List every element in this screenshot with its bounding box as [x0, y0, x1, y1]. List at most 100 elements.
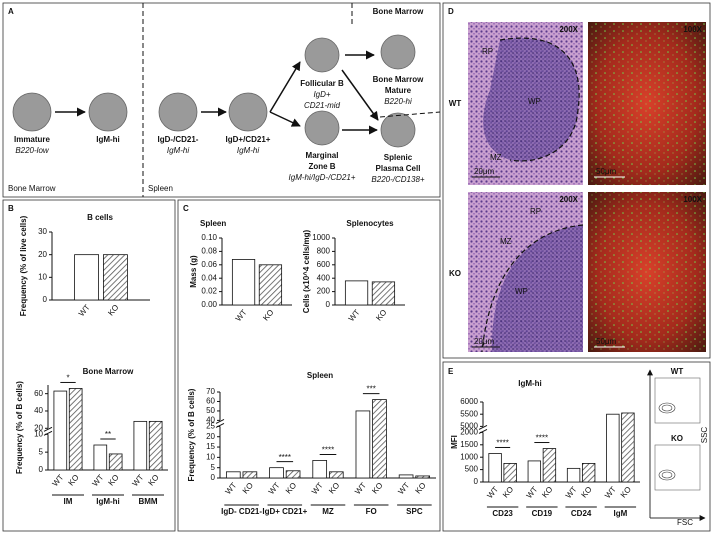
panel-letter: D [448, 7, 454, 16]
bar-label: KO [501, 485, 515, 500]
bar-label: KO [540, 485, 554, 500]
node-title: Zone B [308, 162, 335, 171]
bar-label: WT [131, 473, 146, 488]
contour [661, 471, 673, 479]
node-title: Immature [14, 135, 51, 144]
chart-title: Splenocytes [346, 219, 394, 228]
y-tick-label: 40 [206, 416, 215, 425]
region-label: RP [482, 47, 493, 56]
bar [344, 280, 369, 306]
region-label: WP [515, 287, 528, 296]
x-category-label: IgM [613, 509, 627, 518]
bar-label: WT [525, 485, 540, 500]
cell-node [304, 110, 340, 146]
bar [488, 453, 502, 483]
y-axis-label: MFI [450, 435, 459, 449]
y-tick-label: 200 [317, 287, 331, 296]
x-category-label: IM [64, 497, 73, 506]
flow-plot [654, 377, 701, 424]
y-tick-label: 2000 [460, 428, 478, 437]
cell-node [228, 92, 268, 132]
significance-label: **** [536, 434, 548, 443]
bar-label: WT [353, 481, 368, 496]
bar [542, 448, 557, 483]
scale-bar-label: 20μm [474, 167, 495, 176]
contour [661, 404, 673, 412]
bar [103, 254, 128, 301]
y-axis-label: Mass (g) [189, 255, 198, 288]
significance-label: **** [279, 453, 291, 462]
node-subtitle: IgM-hi [237, 146, 259, 155]
bar-label: KO [414, 481, 428, 496]
bar-label: KO [147, 473, 161, 488]
chart-title: B cells [87, 213, 113, 222]
cell-node [304, 37, 340, 73]
significance-label: *** [367, 385, 376, 394]
bar-label: WT [77, 303, 92, 318]
y-tick-label: 0 [39, 465, 44, 474]
cell-node [380, 112, 416, 148]
y-tick-label: 1000 [312, 233, 330, 242]
magnification: 200X [559, 25, 578, 34]
branch-arrow [269, 61, 301, 113]
node-subtitle: IgM-hi [167, 146, 189, 155]
y-tick-label: 10 [38, 272, 47, 281]
magnification: 100X [683, 195, 702, 204]
magnification: 100X [683, 25, 702, 34]
y-tick-label: 5 [39, 447, 44, 456]
bar [415, 475, 431, 479]
bar-label: WT [603, 485, 618, 500]
white-pulp [491, 225, 583, 352]
region-label: WP [528, 97, 541, 106]
bar-label: WT [396, 481, 411, 496]
y-tick-label: 10 [206, 452, 215, 461]
bar [285, 470, 301, 479]
region-label: RP [530, 207, 541, 216]
node-subtitle: B220-hi [384, 97, 412, 106]
node-title: Bone Marrow [373, 75, 424, 84]
y-tick-label: 15 [206, 442, 215, 451]
y-tick-label: 0 [211, 473, 216, 482]
node-title: Splenic [384, 153, 413, 162]
flow-title: KO [671, 434, 683, 443]
node-title: IgD-/CD21- [158, 135, 199, 144]
bar [398, 474, 414, 479]
bar [68, 388, 83, 471]
y-tick-label: 50 [206, 406, 215, 415]
node-title: Follicular B [300, 79, 344, 88]
significance-label: * [66, 374, 69, 383]
bar [312, 460, 328, 479]
bar-label: KO [107, 473, 121, 488]
y-tick-label: 800 [317, 247, 331, 256]
scale-bar-label: 20μm [474, 337, 495, 346]
scale-bar-label: 50μm [596, 337, 617, 346]
y-tick-label: 5 [211, 463, 216, 472]
bar [225, 471, 241, 479]
chart-title: Spleen [200, 219, 226, 228]
x-category-label: MZ [322, 507, 334, 516]
cell-node [12, 92, 52, 132]
node-title: IgM-hi [96, 135, 120, 144]
panel-e-frame [442, 361, 711, 532]
white-pulp [483, 38, 580, 161]
node-title: Marginal [306, 151, 339, 160]
chart-title: IgM-hi [518, 379, 542, 388]
y-tick-label: 5000 [460, 422, 478, 431]
significance-label: **** [496, 439, 508, 448]
y-tick-label: 6000 [460, 397, 478, 406]
bar [566, 467, 581, 483]
bar [148, 420, 163, 471]
node-subtitle: CD21-mid [304, 101, 341, 110]
y-axis-label: Frequency (% of live cells) [19, 215, 28, 316]
cell-node [88, 92, 128, 132]
boundary [481, 224, 584, 353]
panel-letter: E [448, 367, 454, 376]
y-tick-label: 0.06 [201, 260, 217, 269]
y-tick-label: 40 [34, 406, 43, 415]
y-tick-label: 0.02 [201, 287, 217, 296]
y-tick-label: 5500 [460, 409, 478, 418]
bar [258, 264, 283, 306]
region-label: MZ [490, 153, 502, 162]
y-axis-label: Cells (x10^4 cells/mg) [302, 229, 311, 313]
x-category-label: CD19 [532, 509, 553, 518]
